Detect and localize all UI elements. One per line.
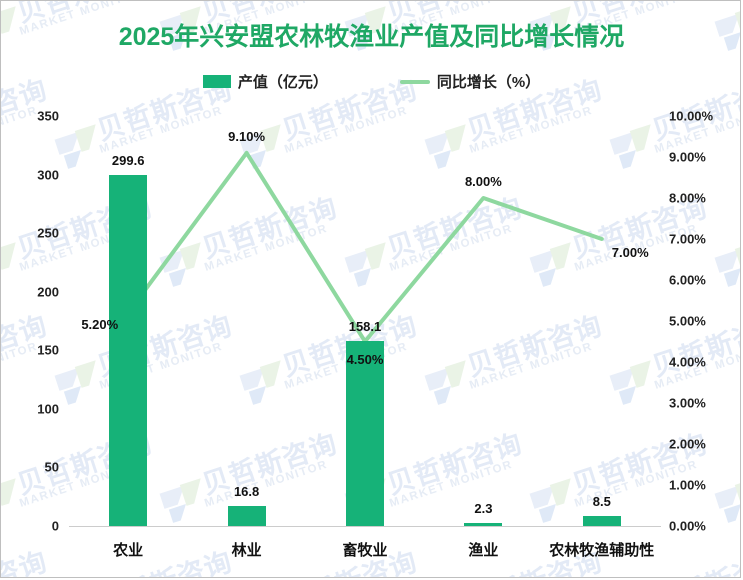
plot-area: 299.6 16.8 158.1 2.3 8.5 5.20% 9.10% 4.50% 8.00%…	[69, 116, 661, 526]
y-tick-left: 50	[44, 459, 59, 475]
bar-swatch-icon	[202, 75, 231, 88]
growth-value-label-4: 7.00%	[611, 245, 649, 260]
x-axis-label-1: 林业	[231, 542, 262, 559]
growth-value-label-1: 9.10%	[228, 128, 266, 144]
y-tick-right: 2.00%	[669, 436, 706, 452]
bar-2[interactable]	[346, 340, 384, 526]
legend-item-line[interactable]: 同比增长（%）	[399, 71, 541, 92]
y-tick-right: 7.00%	[669, 231, 706, 247]
y-tick-right: 9.00%	[669, 149, 706, 165]
y-tick-left: 0	[51, 518, 59, 534]
bar-value-label-0: 299.6	[111, 153, 145, 169]
growth-value-label-0: 5.20%	[81, 316, 119, 332]
y-tick-right: 6.00%	[669, 272, 706, 288]
y-tick-right: 1.00%	[669, 477, 706, 493]
growth-value-label-3: 8.00%	[464, 174, 502, 189]
bar-value-label-3: 2.3	[474, 501, 493, 517]
y-tick-right: 3.00%	[669, 395, 706, 411]
bar-value-label-4: 8.5	[592, 494, 611, 510]
y-tick-left: 100	[37, 401, 59, 417]
x-axis-label-0: 农业	[113, 542, 144, 559]
x-axis-baseline	[69, 526, 661, 527]
bar-3[interactable]	[464, 523, 503, 526]
growth-line-path	[126, 150, 604, 344]
bar-1[interactable]	[227, 506, 266, 526]
line-swatch-icon	[399, 79, 430, 84]
y-tick-left: 150	[37, 342, 59, 358]
x-axis-label-2: 畜牧业	[342, 542, 388, 559]
x-axis-label-4: 农林牧渔辅助性	[549, 542, 655, 559]
growth-value-label-2: 4.50%	[346, 351, 384, 367]
bar-value-label-2: 158.1	[348, 318, 382, 334]
y-tick-right: 0.00%	[669, 518, 706, 534]
y-tick-left: 350	[37, 108, 59, 124]
y-tick-right: 4.00%	[669, 354, 706, 370]
x-axis-label-3: 渔业	[468, 542, 499, 559]
y-tick-right: 10.00%	[669, 108, 714, 124]
legend-label-bar: 产值（亿元）	[237, 74, 328, 91]
legend-item-bar[interactable]: 产值（亿元）	[202, 71, 328, 92]
y-axis-right: 0.00% 1.00% 2.00% 3.00% 4.00% 5.00% 6.00% 7.00%…	[669, 109, 740, 534]
y-tick-left: 300	[37, 167, 59, 183]
bar-0[interactable]	[109, 175, 148, 526]
bar-value-label-1: 16.8	[233, 484, 260, 500]
y-tick-right: 8.00%	[669, 190, 706, 206]
bar-4[interactable]	[582, 516, 621, 526]
chart-title: 2025年兴安盟农林牧渔业产值及同比增长情况	[118, 23, 625, 51]
y-tick-left: 200	[37, 284, 59, 300]
chart-legend: 产值（亿元） 同比增长（%）	[1, 71, 740, 92]
y-axis-left: 0 50 100 150 200 250 300 350	[1, 109, 59, 534]
legend-label-line: 同比增长（%）	[436, 74, 541, 91]
y-tick-left: 250	[37, 225, 59, 241]
y-tick-right: 5.00%	[669, 313, 706, 329]
